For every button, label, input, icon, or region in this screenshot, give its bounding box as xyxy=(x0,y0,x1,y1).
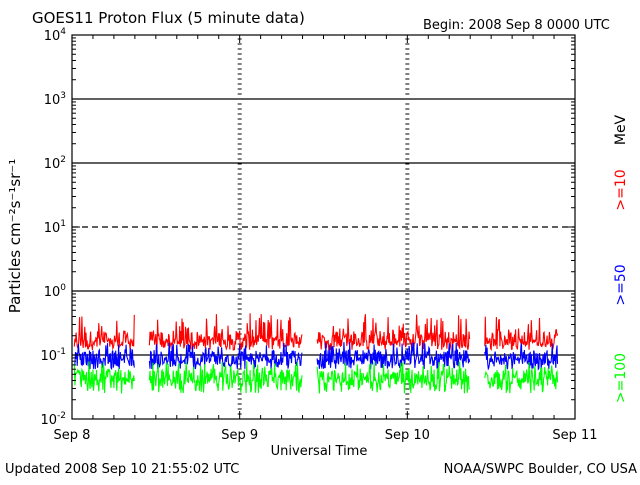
x-tick-label: Sep 9 xyxy=(221,428,258,443)
series-line xyxy=(148,342,303,370)
plot-area: 10-2 10-1 100 101 102 103 104 Sep 8 Sep 9 Sep 10 S… xyxy=(40,27,597,443)
series-line xyxy=(484,343,559,371)
legend-entry: >=10 xyxy=(613,169,629,210)
legend: MeV >=10 >=50 >=100 xyxy=(613,114,629,403)
y-tick-label: 104 xyxy=(44,27,67,44)
series-line xyxy=(148,313,303,351)
y-tick-label: 102 xyxy=(44,155,66,172)
chart-title: GOES11 Proton Flux (5 minute data) xyxy=(32,9,305,27)
series-line xyxy=(73,361,135,394)
x-tick-label: Sep 8 xyxy=(54,428,91,443)
credit-label: NOAA/SWPC Boulder, CO USA xyxy=(444,462,637,477)
legend-entry: >=100 xyxy=(613,353,629,403)
x-tick-label: Sep 10 xyxy=(385,428,430,443)
y-tick-label: 103 xyxy=(44,91,66,108)
x-tick-label: Sep 11 xyxy=(552,428,597,443)
y-tick-label: 10-1 xyxy=(40,347,66,364)
series-line xyxy=(316,314,471,352)
series-line xyxy=(73,343,135,371)
series-line xyxy=(484,362,559,394)
updated-timestamp: Updated 2008 Sep 10 21:55:02 UTC xyxy=(5,462,239,477)
legend-entry: >=50 xyxy=(613,264,629,305)
y-tick-label: 101 xyxy=(44,219,66,236)
begin-time-label: Begin: 2008 Sep 8 0000 UTC xyxy=(423,18,610,33)
series-line xyxy=(148,361,303,394)
y-tick-label: 100 xyxy=(44,283,67,300)
legend-unit: MeV xyxy=(613,114,629,145)
series-line xyxy=(316,342,471,370)
series-line xyxy=(316,361,471,394)
y-tick-label: 10-2 xyxy=(40,411,66,428)
series-line xyxy=(73,314,135,351)
y-axis-label: Particles cm⁻²s⁻¹sr⁻¹ xyxy=(6,159,24,313)
x-axis-label: Universal Time xyxy=(271,444,368,459)
